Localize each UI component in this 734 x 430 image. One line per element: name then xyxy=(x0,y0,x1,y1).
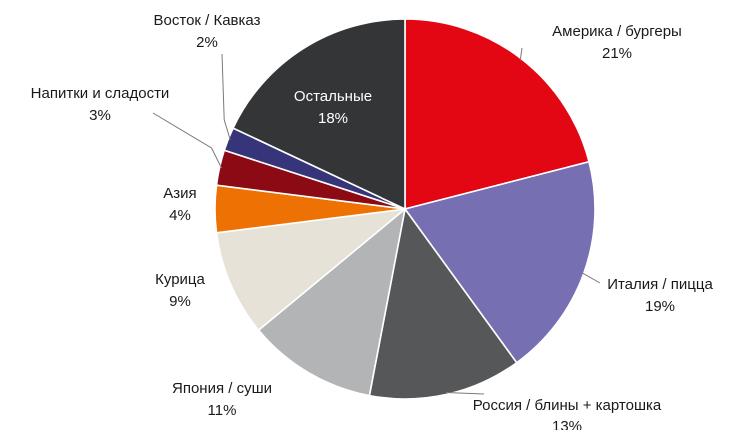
label-east-value: 2% xyxy=(196,34,218,51)
leader-line-russia xyxy=(445,391,485,395)
label-russia-value: 13% xyxy=(552,418,582,430)
label-east-name: Восток / Кавказ xyxy=(154,12,261,29)
label-others-value: 18% xyxy=(318,110,348,127)
label-america-value: 21% xyxy=(602,45,632,62)
pie-slice-russia xyxy=(368,207,518,400)
label-italy-value: 19% xyxy=(645,298,675,315)
label-chicken-name: Курица xyxy=(155,271,205,288)
label-others-name: Остальные xyxy=(294,88,372,105)
label-asia-name: Азия xyxy=(163,185,196,202)
pie-slice-others xyxy=(232,18,406,211)
label-america-name: Америка / бургеры xyxy=(552,23,682,40)
slice-labels: Америка / бургеры 21% Италия / пицца 19%… xyxy=(31,12,714,430)
leader-lines xyxy=(152,47,601,395)
leader-line-drinks xyxy=(152,112,222,169)
leader-line-italy xyxy=(581,272,601,284)
label-asia-value: 4% xyxy=(169,207,191,224)
leader-line-east xyxy=(221,53,231,140)
label-chicken-value: 9% xyxy=(169,293,191,310)
label-italy-name: Италия / пицца xyxy=(607,276,713,293)
label-drinks-name: Напитки и сладости xyxy=(31,85,170,102)
pie-slice-japan xyxy=(257,206,407,397)
label-drinks-value: 3% xyxy=(89,107,111,124)
pie-slice-chicken xyxy=(215,207,408,332)
pie-slice-america xyxy=(404,18,591,211)
label-japan-name: Япония / суши xyxy=(172,380,272,397)
label-japan-value: 11% xyxy=(208,402,237,419)
pie-slices xyxy=(214,18,596,400)
leader-line-america xyxy=(519,47,523,61)
label-russia-name: Россия / блины + картошка xyxy=(473,397,662,414)
